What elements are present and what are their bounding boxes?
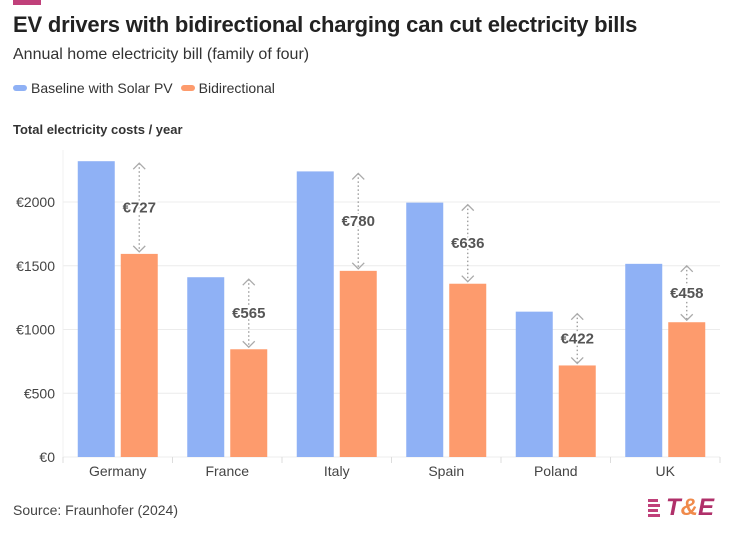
y-tick-label: €2000 [16, 194, 55, 210]
y-tick-label: €500 [24, 385, 55, 401]
bar-bidirectional-france [230, 349, 268, 457]
x-tick-label: France [205, 463, 249, 479]
bar-bidirectional-germany [120, 253, 158, 457]
x-tick-label: Germany [89, 463, 147, 479]
bar-baseline-france [187, 277, 225, 457]
chart-subtitle: Annual home electricity bill (family of … [13, 46, 310, 63]
bar-bidirectional-italy [339, 270, 377, 457]
arrow-up-icon [351, 172, 365, 180]
bar-bidirectional-poland [558, 365, 596, 457]
logo-text: T&E [666, 494, 715, 521]
arrow-down-icon [680, 313, 694, 322]
bar-baseline-uk [625, 263, 663, 457]
y-tick-label: €1000 [16, 322, 55, 338]
x-tick-label: Italy [324, 463, 350, 479]
legend-swatch-bidirectional [180, 85, 195, 91]
savings-label: €780 [342, 213, 375, 230]
arrow-down-icon [132, 245, 146, 253]
y-tick-label: €1500 [16, 258, 55, 274]
logo-stripes-icon [648, 499, 660, 517]
y-tick-label: €0 [39, 449, 55, 465]
savings-label: €422 [561, 331, 594, 348]
legend: Baseline with Solar PV Bidirectional [13, 80, 283, 96]
legend-label-bidirectional: Bidirectional [198, 80, 275, 96]
legend-swatch-baseline [13, 85, 27, 91]
brand-accent-bar [13, 0, 41, 5]
arrow-up-icon [570, 312, 584, 321]
te-logo: T&E [648, 494, 714, 522]
x-tick-label: Spain [428, 463, 464, 479]
arrow-down-icon [242, 340, 256, 349]
savings-label: €565 [232, 305, 265, 322]
bar-bidirectional-spain [449, 283, 487, 457]
bar-bidirectional-uk [668, 322, 706, 457]
arrow-down-icon [461, 275, 475, 283]
arrow-down-icon [351, 262, 365, 270]
bar-baseline-poland [515, 311, 553, 457]
savings-label: €636 [451, 235, 484, 252]
x-tick-label: Poland [534, 463, 578, 479]
chart-title: EV drivers with bidirectional charging c… [13, 12, 638, 37]
bar-baseline-italy [296, 171, 334, 457]
y-axis-label: Total electricity costs / year [13, 122, 183, 137]
bar-chart: €0 €500 €1000 €1500 €2000 Germany €727 France €5… [16, 150, 721, 479]
arrow-up-icon [242, 278, 256, 286]
source-note: Source: Fraunhofer (2024) [13, 502, 178, 518]
arrow-up-icon [461, 203, 475, 212]
savings-label: €458 [670, 285, 703, 302]
arrow-up-icon [132, 162, 146, 170]
legend-label-baseline: Baseline with Solar PV [31, 80, 173, 96]
legend-item-bidirectional: Bidirectional [180, 80, 275, 96]
savings-label: €727 [123, 200, 156, 217]
bar-baseline-germany [77, 161, 115, 457]
x-tick-label: UK [656, 463, 676, 479]
legend-item-baseline: Baseline with Solar PV [13, 80, 173, 96]
bar-baseline-spain [406, 202, 444, 457]
arrow-down-icon [570, 356, 584, 365]
arrow-up-icon [680, 264, 694, 273]
